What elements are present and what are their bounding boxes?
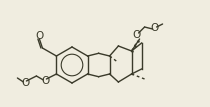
Text: O: O — [133, 30, 141, 40]
Text: O: O — [21, 78, 30, 88]
Text: O: O — [150, 23, 159, 33]
Text: O: O — [35, 31, 43, 41]
Text: O: O — [41, 76, 50, 86]
